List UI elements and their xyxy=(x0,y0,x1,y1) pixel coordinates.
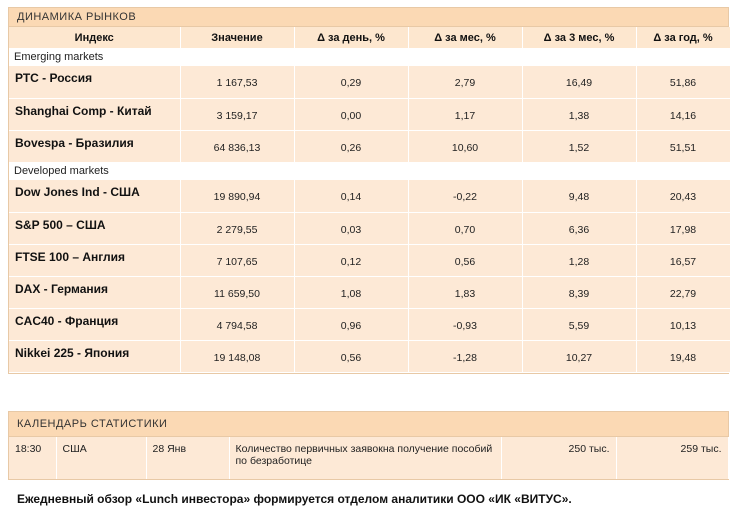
event-previous: 259 тыс. xyxy=(616,437,729,479)
table-row: РТС - Россия 1 167,53 0,29 2,79 16,49 51… xyxy=(9,66,731,99)
calendar-panel: КАЛЕНДАРЬ СТАТИСТИКИ 18:30 США 28 Янв Ко… xyxy=(8,411,729,480)
three-month-change: 1,28 xyxy=(522,244,637,277)
event-date: 28 Янв xyxy=(146,437,230,479)
calendar-title: КАЛЕНДАРЬ СТАТИСТИКИ xyxy=(9,412,728,437)
header-day-change: Δ за день, % xyxy=(294,27,409,48)
month-change: 1,17 xyxy=(408,98,523,131)
index-value: 19 890,94 xyxy=(180,180,295,213)
table-row: Nikkei 225 - Япония 19 148,08 0,56 -1,28… xyxy=(9,340,731,373)
month-change: 10,60 xyxy=(408,130,523,163)
index-value: 1 167,53 xyxy=(180,66,295,99)
index-value: 11 659,50 xyxy=(180,276,295,309)
year-change: 10,13 xyxy=(636,308,731,341)
index-name: Shanghai Comp - Китай xyxy=(9,98,181,131)
day-change: 1,08 xyxy=(294,276,409,309)
footer-note: Ежедневный обзор «Lunch инвестора» форми… xyxy=(17,492,572,506)
header-value: Значение xyxy=(180,27,295,48)
index-name: Bovespa - Бразилия xyxy=(9,130,181,163)
year-change: 19,48 xyxy=(636,340,731,373)
three-month-change: 6,36 xyxy=(522,212,637,245)
three-month-change: 1,38 xyxy=(522,98,637,131)
year-change: 51,86 xyxy=(636,66,731,99)
day-change: 0,14 xyxy=(294,180,409,213)
section-emerging: Emerging markets xyxy=(9,48,730,66)
day-change: 0,96 xyxy=(294,308,409,341)
markets-header-row: Индекс Значение Δ за день, % Δ за мес, %… xyxy=(9,27,731,48)
index-value: 3 159,17 xyxy=(180,98,295,131)
table-row: CAC40 - Франция 4 794,58 0,96 -0,93 5,59… xyxy=(9,308,731,341)
year-change: 22,79 xyxy=(636,276,731,309)
month-change: 1,83 xyxy=(408,276,523,309)
three-month-change: 9,48 xyxy=(522,180,637,213)
index-value: 2 279,55 xyxy=(180,212,295,245)
table-row: Bovespa - Бразилия 64 836,13 0,26 10,60 … xyxy=(9,130,731,163)
markets-table: Индекс Значение Δ за день, % Δ за мес, %… xyxy=(9,27,731,373)
day-change: 0,56 xyxy=(294,340,409,373)
section-developed: Developed markets xyxy=(9,162,730,180)
three-month-change: 16,49 xyxy=(522,66,637,99)
calendar-table: 18:30 США 28 Янв Количество первичных за… xyxy=(9,437,729,479)
day-change: 0,00 xyxy=(294,98,409,131)
index-name: Dow Jones Ind - США xyxy=(9,180,181,213)
month-change: -1,28 xyxy=(408,340,523,373)
index-name: DAX - Германия xyxy=(9,276,181,309)
month-change: -0,93 xyxy=(408,308,523,341)
calendar-row: 18:30 США 28 Янв Количество первичных за… xyxy=(9,437,729,479)
month-change: 2,79 xyxy=(408,66,523,99)
index-name: Nikkei 225 - Япония xyxy=(9,340,181,373)
index-name: CAC40 - Франция xyxy=(9,308,181,341)
index-name: РТС - Россия xyxy=(9,66,181,99)
index-name: FTSE 100 – Англия xyxy=(9,244,181,277)
month-change: -0,22 xyxy=(408,180,523,213)
three-month-change: 8,39 xyxy=(522,276,637,309)
section-label: Developed markets xyxy=(9,162,730,180)
year-change: 20,43 xyxy=(636,180,731,213)
header-3month-change: Δ за 3 мес, % xyxy=(522,27,637,48)
day-change: 0,03 xyxy=(294,212,409,245)
event-forecast: 250 тыс. xyxy=(501,437,617,479)
month-change: 0,56 xyxy=(408,244,523,277)
event-country: США xyxy=(56,437,147,479)
header-index: Индекс xyxy=(9,27,181,48)
index-name: S&P 500 – США xyxy=(9,212,181,245)
table-row: DAX - Германия 11 659,50 1,08 1,83 8,39 … xyxy=(9,276,731,309)
event-time: 18:30 xyxy=(9,437,57,479)
day-change: 0,12 xyxy=(294,244,409,277)
three-month-change: 5,59 xyxy=(522,308,637,341)
three-month-change: 10,27 xyxy=(522,340,637,373)
index-value: 7 107,65 xyxy=(180,244,295,277)
index-value: 19 148,08 xyxy=(180,340,295,373)
markets-panel: ДИНАМИКА РЫНКОВ Индекс Значение Δ за ден… xyxy=(8,7,731,374)
year-change: 16,57 xyxy=(636,244,731,277)
index-value: 4 794,58 xyxy=(180,308,295,341)
markets-title: ДИНАМИКА РЫНКОВ xyxy=(9,8,728,27)
header-year-change: Δ за год, % xyxy=(636,27,731,48)
index-value: 64 836,13 xyxy=(180,130,295,163)
day-change: 0,26 xyxy=(294,130,409,163)
month-change: 0,70 xyxy=(408,212,523,245)
year-change: 51,51 xyxy=(636,130,731,163)
section-label: Emerging markets xyxy=(9,48,730,66)
table-row: FTSE 100 – Англия 7 107,65 0,12 0,56 1,2… xyxy=(9,244,731,277)
header-month-change: Δ за мес, % xyxy=(408,27,523,48)
day-change: 0,29 xyxy=(294,66,409,99)
table-row: Shanghai Comp - Китай 3 159,17 0,00 1,17… xyxy=(9,98,731,131)
three-month-change: 1,52 xyxy=(522,130,637,163)
year-change: 14,16 xyxy=(636,98,731,131)
table-row: S&P 500 – США 2 279,55 0,03 0,70 6,36 17… xyxy=(9,212,731,245)
event-description: Количество первичных заявокна получение … xyxy=(229,437,502,479)
table-row: Dow Jones Ind - США 19 890,94 0,14 -0,22… xyxy=(9,180,731,213)
year-change: 17,98 xyxy=(636,212,731,245)
